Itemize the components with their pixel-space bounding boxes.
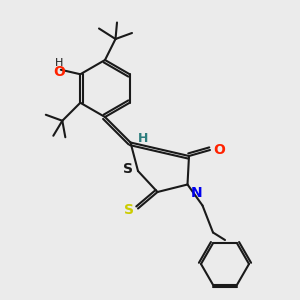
Text: O: O bbox=[53, 65, 65, 79]
Text: O: O bbox=[214, 143, 226, 157]
Text: H: H bbox=[55, 58, 63, 68]
Text: S: S bbox=[124, 203, 134, 217]
Text: N: N bbox=[190, 186, 202, 200]
Text: H: H bbox=[138, 131, 148, 145]
Text: S: S bbox=[124, 162, 134, 176]
